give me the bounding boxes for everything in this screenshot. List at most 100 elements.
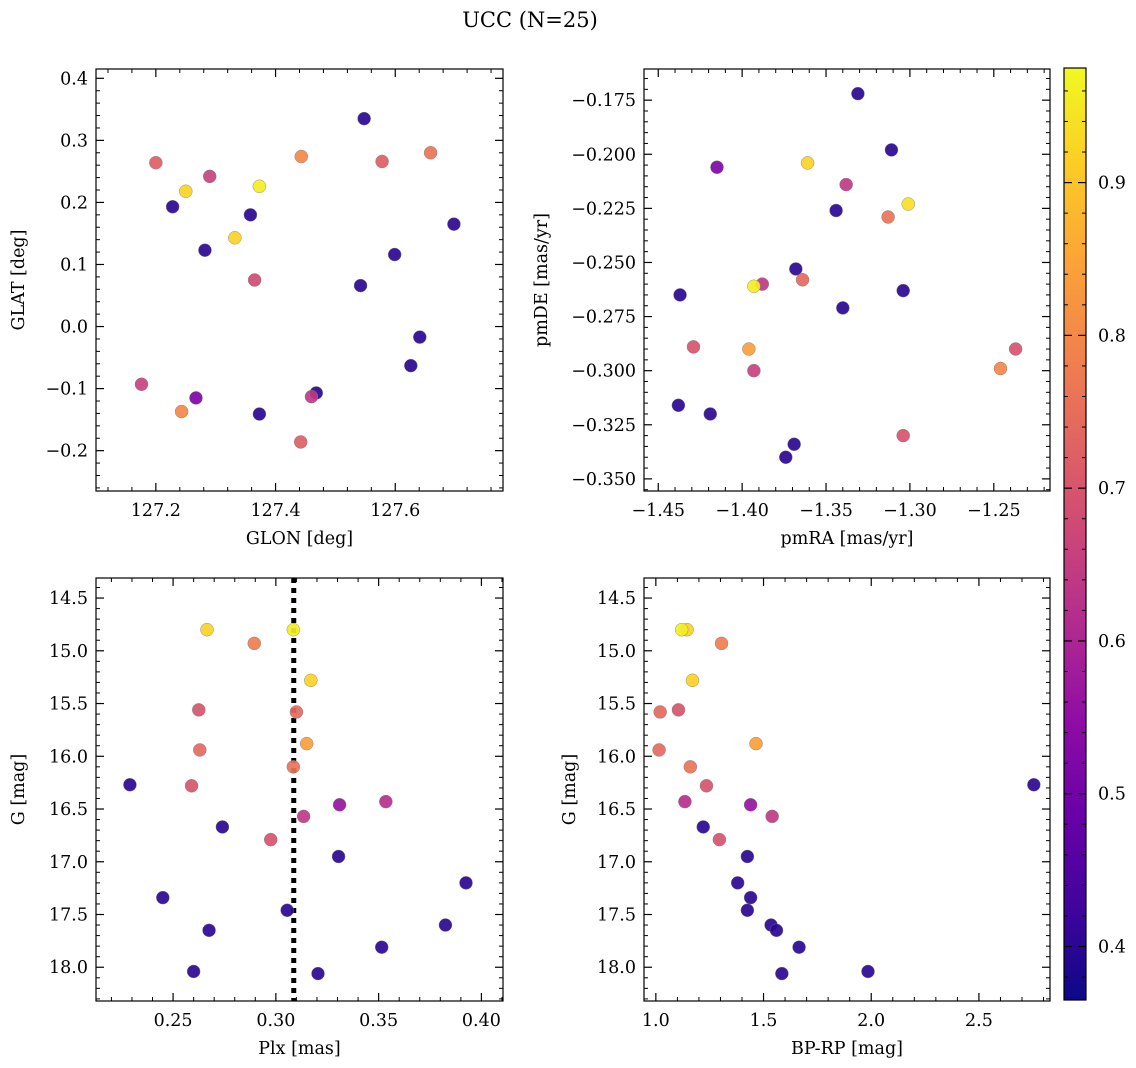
y-axis-label: G [mag] — [560, 754, 580, 825]
x-tick-label: 127.6 — [370, 501, 420, 521]
data-point — [765, 809, 779, 824]
data-point — [747, 279, 761, 293]
data-point — [387, 247, 402, 262]
data-point — [829, 203, 843, 218]
y-tick-label: 16.0 — [49, 747, 88, 767]
x-tick-label: 1.0 — [642, 1011, 670, 1031]
y-tick-label: 16.5 — [49, 800, 88, 820]
data-point — [653, 705, 667, 719]
x-tick-label: 2.5 — [965, 1011, 993, 1031]
colorbar-tick-label: 0.4 — [1098, 938, 1126, 958]
x-tick-label: 127.4 — [251, 501, 301, 521]
y-tick-label: −0.175 — [571, 91, 636, 111]
x-tick-label: −1.40 — [715, 501, 769, 521]
y-tick-label: 0.3 — [60, 131, 88, 151]
data-point — [1027, 778, 1041, 792]
data-point — [884, 143, 899, 157]
y-tick-label: 17.0 — [597, 853, 636, 873]
data-point — [304, 673, 318, 688]
y-tick-label: 17.0 — [49, 853, 88, 873]
axis-ticks — [644, 69, 1050, 491]
axis-ticks — [644, 578, 1050, 1001]
data-point — [413, 330, 427, 344]
x-tick-label: −1.30 — [883, 501, 937, 521]
colorbar-tick-label: 0.5 — [1098, 785, 1126, 805]
data-point — [438, 918, 453, 932]
y-tick-label: 0.0 — [60, 318, 88, 338]
data-point — [247, 636, 261, 651]
data-point — [839, 177, 853, 192]
y-tick-label: 15.5 — [597, 695, 636, 715]
data-point — [423, 146, 438, 160]
data-point — [740, 849, 755, 864]
data-point — [134, 377, 149, 391]
panel-pmra-pmde: −1.45 −1.40 −1.35 −1.30 −1.25 −0.350 −0.325 −0.… — [532, 68, 1051, 549]
colorbar: 0.4 0.5 0.6 0.7 0.8 0.9 — [1063, 67, 1126, 1001]
data-point — [742, 342, 756, 356]
colorbar-tick-label: 0.7 — [1098, 479, 1126, 499]
data-point — [179, 184, 193, 198]
y-tick-label: −0.225 — [571, 199, 636, 219]
data-point — [280, 903, 294, 917]
y-tick-label: 17.5 — [597, 906, 636, 926]
y-axis-label: G [mag] — [9, 754, 29, 825]
x-axis-label: pmRA [mas/yr] — [781, 529, 914, 549]
y-tick-label: 15.0 — [597, 642, 636, 662]
data-point — [243, 208, 258, 222]
data-point — [714, 636, 729, 651]
data-point — [149, 156, 163, 170]
y-tick-label: 15.5 — [49, 695, 88, 715]
data-point — [215, 820, 230, 834]
data-point — [304, 389, 319, 404]
x-tick-label: 0.25 — [154, 1011, 193, 1031]
x-tick-label: −1.35 — [799, 501, 853, 521]
data-point — [678, 794, 692, 809]
data-point — [193, 743, 207, 757]
data-point — [703, 407, 717, 421]
data-point — [792, 940, 806, 954]
data-point — [800, 156, 815, 170]
data-point — [740, 903, 755, 917]
data-point — [861, 964, 875, 979]
data-point — [174, 404, 189, 419]
x-tick-label: 127.2 — [131, 501, 181, 521]
x-axis-label: BP-RP [mag] — [791, 1039, 903, 1059]
axes-frame — [95, 577, 504, 1002]
data-point — [769, 923, 784, 938]
colorbar-tick-label: 0.6 — [1098, 632, 1126, 652]
data-point — [1008, 342, 1023, 356]
data-point — [459, 876, 473, 890]
y-tick-label: 0.4 — [60, 69, 88, 89]
data-point — [293, 435, 308, 449]
data-point — [743, 798, 758, 812]
data-point — [730, 876, 745, 890]
data-point — [699, 779, 714, 793]
data-point — [252, 407, 267, 421]
y-tick-label: −0.2 — [46, 442, 89, 462]
data-point — [375, 940, 389, 954]
axes-frame — [95, 68, 504, 492]
data-point — [202, 923, 216, 938]
y-tick-label: −0.200 — [571, 145, 636, 165]
data-point — [264, 832, 278, 847]
y-tick-label: −0.300 — [571, 362, 636, 382]
data-point — [299, 736, 314, 751]
data-point — [836, 301, 850, 315]
data-point — [671, 703, 686, 717]
data-point — [353, 278, 368, 293]
data-point — [357, 111, 371, 126]
y-tick-label: −0.325 — [571, 416, 636, 436]
x-axis-label: Plx [mas] — [258, 1039, 340, 1059]
data-point — [673, 288, 687, 302]
y-tick-label: 15.0 — [49, 642, 88, 662]
y-tick-label: 16.5 — [597, 800, 636, 820]
data-point — [165, 200, 180, 214]
data-point — [789, 262, 803, 276]
x-tick-label: −1.45 — [631, 501, 685, 521]
data-point — [901, 197, 915, 211]
panel-glon-glat: 127.2 127.4 127.6 −0.2 −0.1 0.0 0.1 0.2 0.3 0.4 GL… — [9, 68, 504, 549]
data-point — [289, 705, 304, 719]
data-point — [993, 361, 1008, 376]
data-point — [379, 794, 393, 809]
data-point — [851, 86, 865, 101]
